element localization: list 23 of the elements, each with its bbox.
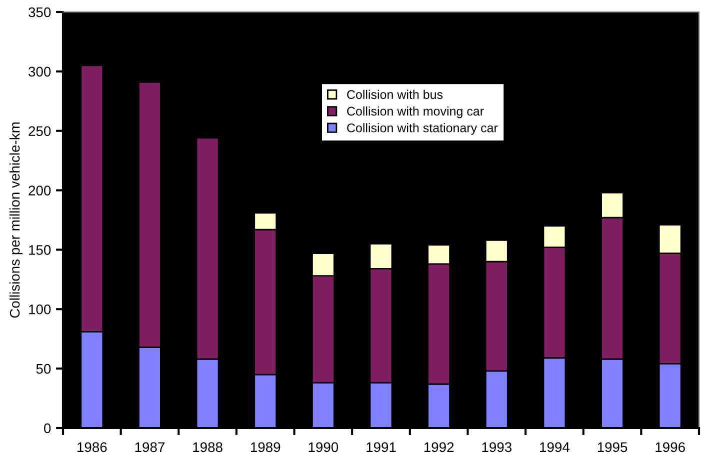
y-axis-title: Collisions per million vehicle-km: [10, 122, 22, 318]
x-tick-label: 1986: [78, 442, 107, 452]
y-tick-label: 50: [36, 364, 51, 374]
y-tick-label: 150: [29, 245, 51, 255]
x-tick-label: 1995: [598, 442, 628, 452]
x-tick-label: 1991: [366, 442, 396, 452]
y-tick-label: 100: [29, 304, 51, 314]
x-tick-label: 1993: [482, 442, 512, 452]
y-tick-label: 200: [28, 186, 51, 196]
x-tick-label: 1992: [424, 442, 454, 452]
x-tick-label: 1990: [308, 442, 338, 452]
legend-label: Collision with moving car: [347, 106, 484, 118]
y-tick-label: 250: [28, 126, 51, 136]
legend-label: Collision with bus: [347, 90, 443, 99]
x-tick-label: 1987: [135, 442, 164, 452]
y-tick-label: 350: [28, 7, 51, 18]
x-tick-label: 1994: [540, 442, 570, 452]
y-tick-label: 0: [44, 423, 51, 434]
legend-label: Collision with stationary car: [347, 123, 498, 135]
x-tick-label: 1988: [193, 442, 222, 452]
y-tick-label: 300: [28, 66, 51, 77]
x-tick-label: 1996: [656, 442, 685, 452]
x-tick-label: 1989: [250, 442, 280, 452]
